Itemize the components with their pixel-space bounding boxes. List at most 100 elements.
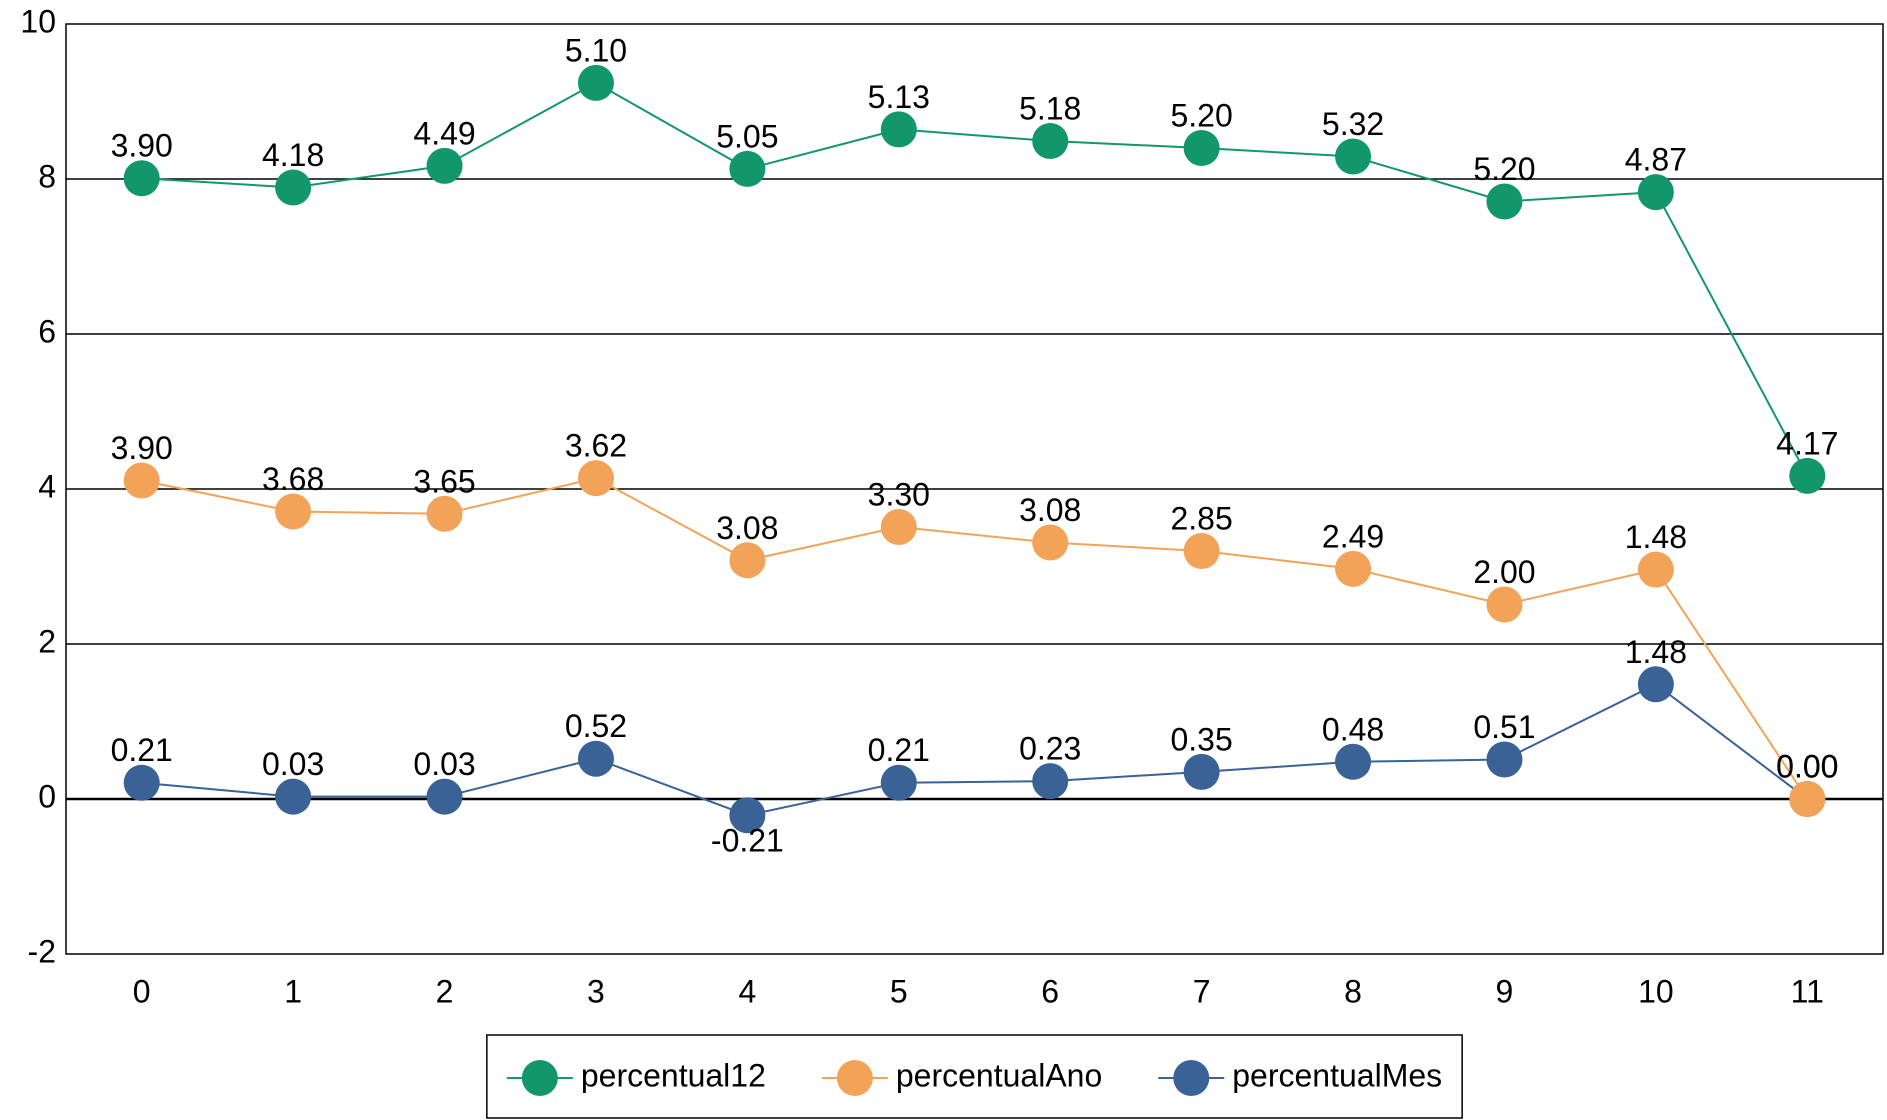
data-point [123, 160, 160, 197]
y-tick-label: 4 [38, 468, 56, 504]
data-label: 3.08 [1019, 492, 1081, 528]
y-tick-label: 2 [38, 623, 56, 659]
data-label: 5.32 [1322, 106, 1384, 142]
data-point [1335, 138, 1372, 175]
data-label: 3.90 [111, 128, 173, 164]
y-tick-label: 6 [38, 313, 56, 349]
x-tick-label: 2 [436, 973, 454, 1009]
data-label: 0.03 [262, 746, 324, 782]
legend-label: percentualAno [896, 1057, 1102, 1093]
data-label: 5.13 [868, 79, 930, 115]
data-point [1335, 743, 1372, 780]
data-point [275, 169, 312, 206]
data-label: 5.05 [716, 118, 778, 154]
x-tick-label: 11 [1791, 973, 1824, 1009]
data-label: 0.00 [1776, 748, 1838, 784]
data-point [880, 764, 917, 801]
series-line [141, 683, 1808, 817]
x-tick-label: 7 [1193, 973, 1211, 1009]
y-tick-label: 0 [38, 778, 56, 814]
data-point [123, 764, 160, 801]
data-label: 3.30 [868, 476, 930, 512]
data-label: 4.87 [1625, 142, 1687, 178]
data-label: 0.48 [1322, 711, 1384, 747]
data-point [1183, 130, 1220, 166]
data-point [729, 797, 766, 834]
x-tick-label: 1 [284, 973, 302, 1009]
data-point [1486, 183, 1523, 220]
data-point [880, 508, 917, 545]
data-label: 3.90 [111, 430, 173, 466]
data-label: 0.00 [1776, 748, 1838, 784]
data-point [426, 147, 463, 184]
legend-marker [521, 1060, 558, 1096]
x-tick-label: 4 [738, 973, 756, 1009]
data-label: 3.65 [413, 463, 475, 499]
series-line [141, 81, 1809, 477]
plot-frame [65, 23, 1884, 955]
data-label: 5.10 [565, 32, 627, 68]
data-point [1789, 457, 1826, 494]
data-label: 3.08 [716, 510, 778, 546]
x-tick-label: 9 [1496, 973, 1514, 1009]
data-point [1637, 174, 1674, 211]
data-label: 5.18 [1019, 90, 1081, 126]
x-tick-label: 0 [133, 973, 151, 1009]
legend-label: percentualMes [1232, 1057, 1442, 1093]
data-label: 3.68 [262, 461, 324, 497]
data-label: 4.18 [262, 137, 324, 173]
data-label: 0.21 [868, 732, 930, 768]
legend-marker [836, 1060, 873, 1096]
x-tick-label: 3 [587, 973, 605, 1009]
data-label: 0.51 [1473, 709, 1535, 745]
x-tick-label: 10 [1638, 973, 1674, 1009]
data-point [123, 462, 160, 499]
data-point [275, 493, 312, 530]
series-line [141, 477, 1809, 800]
data-point [729, 150, 766, 187]
data-label: 2.49 [1322, 518, 1384, 554]
data-point [577, 460, 614, 497]
data-point [1789, 781, 1826, 817]
data-point [577, 64, 614, 101]
x-tick-label: 5 [890, 973, 908, 1009]
data-label: 1.48 [1625, 634, 1687, 670]
data-label: 0.21 [111, 732, 173, 768]
data-label: 0.23 [1019, 731, 1081, 767]
x-tick-label: 8 [1344, 973, 1362, 1009]
data-point [1183, 753, 1220, 790]
data-label: -0.21 [711, 823, 784, 859]
data-point [426, 778, 463, 815]
data-point [880, 111, 917, 148]
data-label: 1.48 [1625, 519, 1687, 555]
legend-label: percentual12 [581, 1057, 766, 1093]
data-label: 0.35 [1170, 721, 1232, 757]
data-label: 4.49 [413, 115, 475, 151]
data-point [1032, 763, 1069, 800]
data-point [1637, 666, 1674, 703]
data-label: 0.52 [565, 708, 627, 744]
legend-marker [1173, 1060, 1210, 1096]
data-point [1637, 551, 1674, 588]
data-label: 2.00 [1473, 554, 1535, 590]
x-tick-label: 6 [1041, 973, 1059, 1009]
data-point [1183, 533, 1220, 569]
data-point [275, 778, 312, 815]
y-tick-label: 10 [20, 3, 56, 39]
data-point [577, 740, 614, 777]
data-point [426, 495, 463, 532]
data-point [729, 542, 766, 579]
legend: percentual12 percentualAno percentualMes [486, 1034, 1463, 1119]
y-tick-label: -2 [28, 933, 56, 969]
y-tick-label: 8 [38, 158, 56, 194]
data-point [1486, 586, 1523, 623]
data-point [1335, 550, 1372, 587]
data-point [1486, 741, 1523, 778]
data-label: 2.85 [1170, 500, 1232, 536]
data-label: 5.20 [1170, 97, 1232, 133]
data-point [1032, 123, 1069, 160]
data-label: 4.17 [1776, 425, 1838, 461]
legend-box [486, 1034, 1463, 1119]
